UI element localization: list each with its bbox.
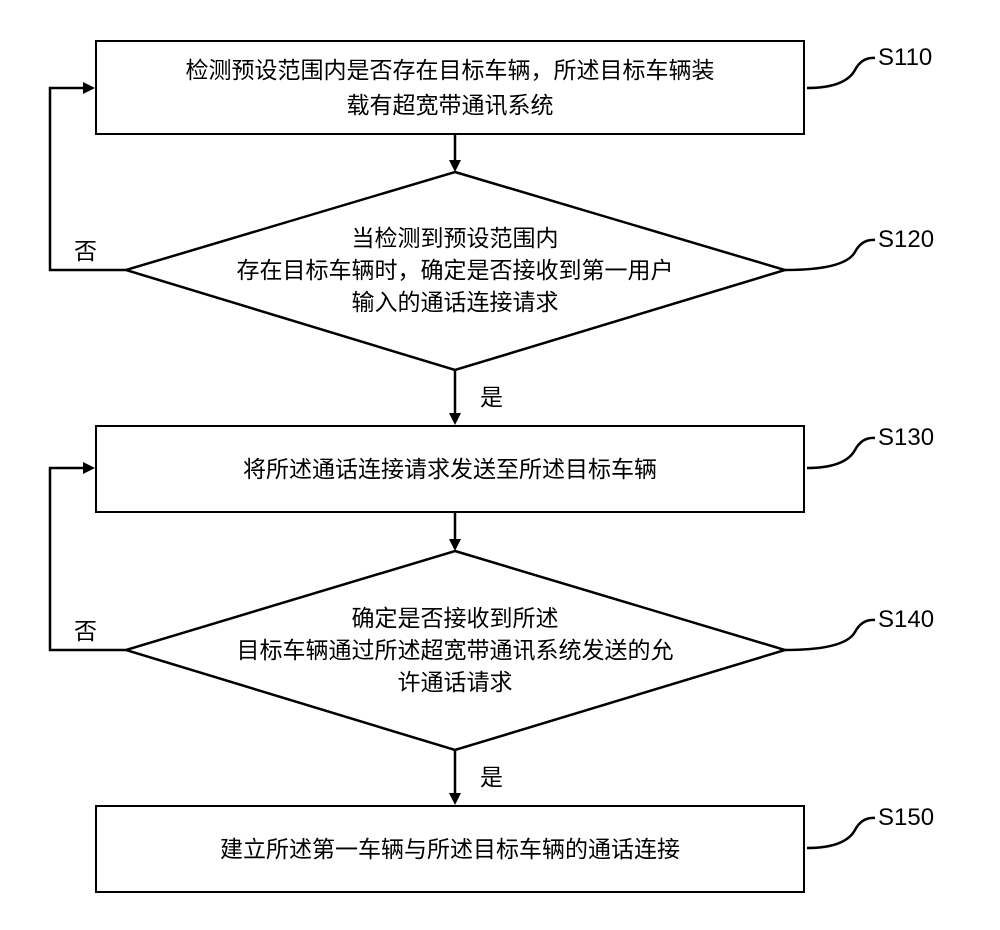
label-s120: S120 (878, 226, 934, 254)
edge-no-2: 否 (72, 612, 99, 646)
s110-text-line1: 检测预设范围内是否存在目标车辆，所述目标车辆装 (186, 57, 715, 83)
edge-yes-1: 是 (478, 378, 505, 412)
step-s150-box: 建立所述第一车辆与所述目标车辆的通话连接 (95, 805, 805, 893)
edge-no-1: 否 (72, 232, 99, 266)
edge-yes-2: 是 (478, 758, 505, 792)
label-s130: S130 (878, 424, 934, 452)
step-s130-box: 将所述通话连接请求发送至所述目标车辆 (95, 425, 805, 513)
s120-text-line2: 存在目标车辆时，确定是否接收到第一用户 (237, 257, 674, 283)
s140-text-line1: 确定是否接收到所述 (352, 605, 559, 631)
flowchart-canvas: 检测预设范围内是否存在目标车辆，所述目标车辆装 载有超宽带通讯系统 当检测到预设… (0, 0, 1000, 930)
s140-text-line2: 目标车辆通过所述超宽带通讯系统发送的允 (237, 637, 674, 663)
s130-text-line1: 将所述通话连接请求发送至所述目标车辆 (243, 452, 657, 487)
s110-text-line2: 载有超宽带通讯系统 (347, 92, 554, 118)
label-s150: S150 (878, 804, 934, 832)
s140-text-line3: 许通话请求 (398, 669, 513, 695)
step-s140-text: 确定是否接收到所述 目标车辆通过所述超宽带通讯系统发送的允 许通话请求 (180, 595, 730, 705)
label-s110: S110 (878, 44, 932, 72)
step-s120-text: 当检测到预设范围内 存在目标车辆时，确定是否接收到第一用户 输入的通话连接请求 (180, 215, 730, 325)
step-s110-box: 检测预设范围内是否存在目标车辆，所述目标车辆装 载有超宽带通讯系统 (95, 40, 805, 135)
label-s140: S140 (878, 606, 934, 634)
s120-text-line1: 当检测到预设范围内 (352, 225, 559, 251)
s120-text-line3: 输入的通话连接请求 (352, 289, 559, 315)
s150-text-line1: 建立所述第一车辆与所述目标车辆的通话连接 (220, 832, 680, 867)
